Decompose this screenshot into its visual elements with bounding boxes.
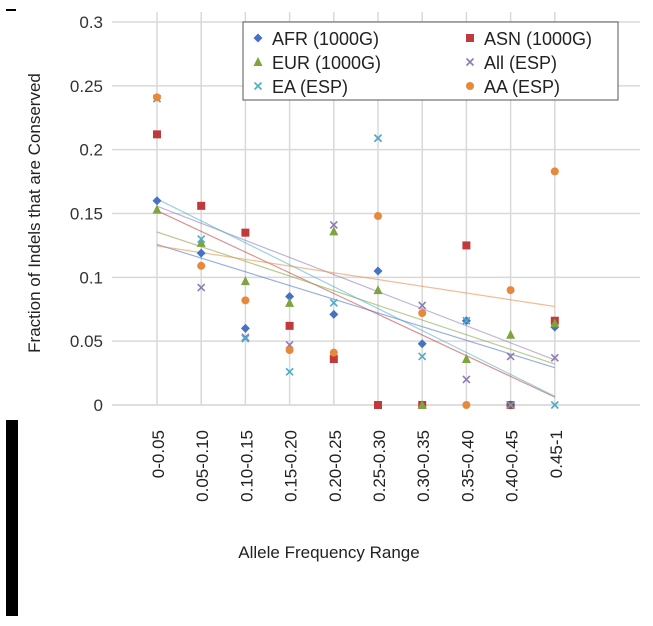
point-marker — [329, 355, 338, 364]
point-marker — [241, 334, 250, 343]
point-marker — [373, 285, 383, 295]
y-tick-label: 0 — [94, 396, 103, 415]
legend-label: EA (ESP) — [272, 77, 348, 97]
y-tick-label: 0.1 — [79, 268, 103, 287]
point-marker — [418, 352, 427, 361]
point-marker — [153, 93, 161, 102]
point-marker — [197, 201, 206, 210]
point-marker — [241, 333, 250, 342]
x-tick-label: 0.25-0.30 — [370, 430, 389, 502]
y-tick-label: 0.2 — [79, 141, 103, 160]
point-marker — [285, 291, 295, 301]
point-marker — [466, 34, 474, 42]
y-axis-title: Fraction of Indels that are Conserved — [25, 73, 44, 353]
point-marker — [253, 33, 263, 43]
point-marker — [461, 354, 471, 364]
x-tick-label: 0.35-0.40 — [458, 430, 477, 502]
point-marker — [550, 318, 560, 328]
point-marker — [253, 57, 263, 66]
point-marker — [152, 204, 162, 214]
point-marker — [418, 309, 427, 318]
point-marker — [197, 283, 206, 292]
y-tick-label: 0.25 — [70, 77, 103, 96]
legend-label: All (ESP) — [484, 53, 557, 73]
point-marker — [152, 196, 162, 206]
point-marker — [462, 316, 471, 325]
legend-box — [242, 21, 619, 101]
point-marker — [329, 348, 338, 357]
point-marker — [329, 226, 339, 236]
point-marker — [329, 309, 339, 319]
x-tick-label: 0.15-0.20 — [282, 430, 301, 502]
point-marker — [285, 297, 295, 307]
point-marker — [373, 134, 383, 143]
legend-label: AA (ESP) — [484, 77, 560, 97]
point-marker — [506, 329, 516, 339]
point-marker — [374, 401, 382, 409]
x-tick-label: 0.20-0.25 — [326, 430, 345, 502]
point-marker — [197, 234, 206, 244]
legend-label: ASN (1000G) — [484, 29, 592, 49]
point-marker — [417, 339, 427, 349]
point-marker — [241, 296, 250, 305]
black-bar — [6, 420, 18, 616]
point-marker — [240, 276, 250, 286]
point-marker — [253, 81, 263, 91]
trendline — [156, 205, 556, 361]
dash-mark — [6, 9, 16, 11]
x-tick-label: 0.10-0.15 — [237, 430, 256, 502]
x-axis-title: Allele Frequency Range — [238, 543, 419, 562]
point-marker — [550, 400, 559, 410]
trendline — [156, 243, 555, 369]
x-tick-label: 0-0.05 — [149, 430, 168, 478]
point-marker — [506, 286, 515, 295]
point-marker — [329, 220, 338, 230]
point-marker — [240, 323, 250, 333]
point-marker — [417, 400, 427, 409]
point-marker — [153, 130, 161, 139]
point-marker — [465, 57, 475, 67]
point-marker — [373, 266, 383, 276]
point-marker — [466, 82, 474, 90]
trendline — [156, 245, 555, 308]
point-marker — [285, 346, 294, 355]
point-marker — [550, 353, 559, 362]
point-marker — [506, 352, 515, 361]
y-tick-label: 0.3 — [79, 13, 103, 32]
x-tick-label: 0.30-0.35 — [414, 430, 433, 502]
x-tick-label: 0.40-0.45 — [503, 430, 522, 502]
trendline — [156, 198, 556, 397]
x-tick-label: 0.05-0.10 — [193, 430, 212, 502]
point-marker — [197, 261, 206, 270]
point-marker — [285, 321, 294, 330]
trendline — [156, 210, 556, 398]
point-marker — [462, 241, 471, 250]
point-marker — [550, 167, 559, 176]
point-marker — [196, 248, 206, 258]
point-marker — [418, 301, 427, 310]
point-marker — [374, 212, 382, 221]
legend-label: EUR (1000G) — [272, 53, 381, 73]
y-tick-label: 0.05 — [70, 332, 103, 351]
point-marker — [329, 298, 338, 307]
point-marker — [506, 400, 515, 410]
point-marker — [196, 237, 206, 247]
y-tick-label: 0.15 — [70, 205, 103, 224]
x-tick-label: 0.45-1 — [547, 430, 566, 478]
point-marker — [285, 367, 294, 376]
legend-label: AFR (1000G) — [272, 29, 379, 49]
point-marker — [462, 401, 471, 409]
point-marker — [462, 375, 471, 384]
point-marker — [241, 228, 250, 237]
